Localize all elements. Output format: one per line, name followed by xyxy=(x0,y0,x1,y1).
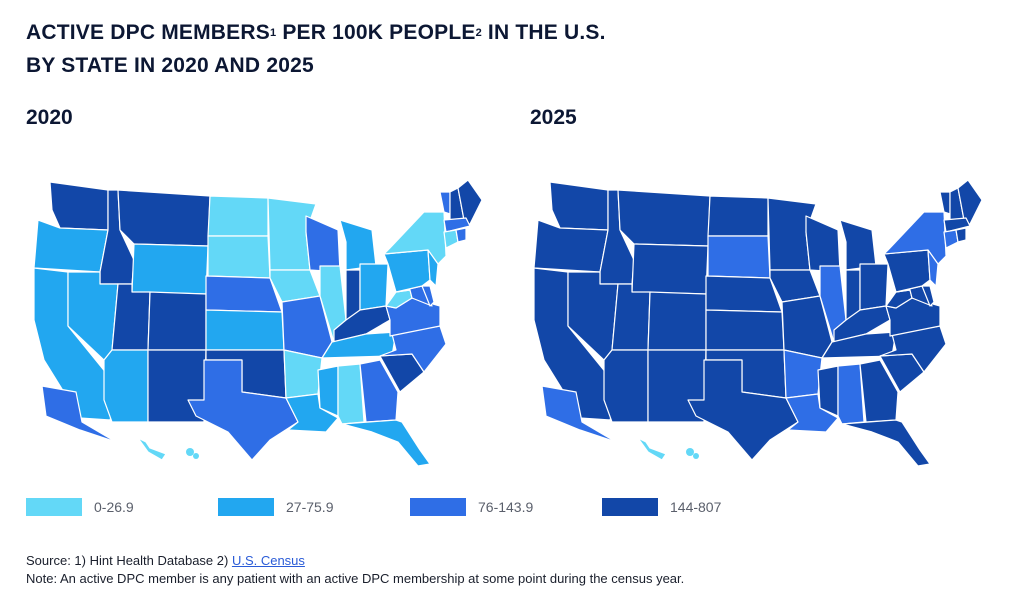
state-hi-islet-1-2020 xyxy=(193,453,199,459)
chart-title: ACTIVE DPC MEMBERS1 PER 100K PEOPLE2 IN … xyxy=(26,18,606,81)
state-az-2025 xyxy=(603,349,649,423)
state-hi-islet-1-2025 xyxy=(693,453,699,459)
state-ri-2025 xyxy=(955,227,967,243)
legend-swatch-1 xyxy=(218,498,274,516)
state-ma-2020 xyxy=(443,217,471,233)
state-ri-2020 xyxy=(455,227,467,243)
state-ks-2020 xyxy=(205,309,285,351)
state-al-2020 xyxy=(337,363,365,425)
state-nc-2020 xyxy=(379,325,447,373)
legend-label-0: 0-26.9 xyxy=(94,499,134,515)
year-label-2025: 2025 xyxy=(530,106,577,129)
state-sd-2020 xyxy=(207,235,271,279)
state-co-2020 xyxy=(147,291,207,351)
state-wi-2025 xyxy=(805,215,841,273)
state-oh-2020 xyxy=(359,263,389,311)
state-hi-islet-0-2020 xyxy=(186,448,194,456)
state-ne-2025 xyxy=(705,275,783,313)
state-ut-2025 xyxy=(611,283,651,351)
legend-item-0: 0-26.9 xyxy=(26,498,134,516)
state-tx-2020 xyxy=(187,359,299,461)
state-nc-2025 xyxy=(879,325,947,373)
state-wi-2020 xyxy=(305,215,341,273)
state-fl-2020 xyxy=(341,419,431,467)
state-ny-2025 xyxy=(883,211,947,265)
state-me-2025 xyxy=(957,179,983,229)
state-vt-2020 xyxy=(439,191,451,215)
title-line-1: ACTIVE DPC MEMBERS1 PER 100K PEOPLE2 IN … xyxy=(26,18,606,51)
title-text-b: PER 100K PEOPLE xyxy=(276,21,476,44)
state-ms-2025 xyxy=(817,365,839,417)
state-oh-2025 xyxy=(859,263,889,311)
state-ut-2020 xyxy=(111,283,151,351)
state-ks-2025 xyxy=(705,309,785,351)
state-vt-2025 xyxy=(939,191,951,215)
state-nd-2020 xyxy=(207,195,269,237)
title-footnote-1: 1 xyxy=(269,27,277,39)
state-hi-2020 xyxy=(137,437,167,461)
state-mt-2020 xyxy=(117,189,211,247)
state-pa-2020 xyxy=(383,249,431,293)
state-ga-2025 xyxy=(859,359,899,423)
state-wy-2025 xyxy=(631,243,709,295)
state-wa-2025 xyxy=(549,181,609,231)
source-line: Source: 1) Hint Health Database 2) U.S. … xyxy=(26,552,684,570)
year-label-2020: 2020 xyxy=(26,106,73,129)
state-hi-islet-0-2025 xyxy=(686,448,694,456)
state-sd-2025 xyxy=(707,235,771,279)
state-nj-2025 xyxy=(927,249,939,287)
note-line: Note: An active DPC member is any patien… xyxy=(26,571,685,586)
state-wy-2020 xyxy=(131,243,209,295)
state-nj-2020 xyxy=(427,249,439,287)
state-nd-2025 xyxy=(707,195,769,237)
source-notes: Source: 1) Hint Health Database 2) U.S. … xyxy=(26,552,684,588)
state-ar-2020 xyxy=(283,349,323,399)
legend-label-1: 27-75.9 xyxy=(286,499,334,515)
state-ne-2020 xyxy=(205,275,283,313)
state-pa-2025 xyxy=(883,249,931,293)
legend-item-3: 144-807 xyxy=(602,498,721,516)
us-map-2020 xyxy=(33,179,483,467)
legend-item-2: 76-143.9 xyxy=(410,498,533,516)
legend: 0-26.9 27-75.9 76-143.9 144-807 xyxy=(26,498,1006,524)
state-de-2020 xyxy=(421,285,435,307)
legend-label-3: 144-807 xyxy=(670,499,722,515)
state-mi-2020 xyxy=(339,219,377,271)
census-link[interactable]: U.S. Census xyxy=(231,553,305,568)
legend-swatch-3 xyxy=(602,498,658,516)
us-map-2025 xyxy=(533,179,983,467)
title-line-2: BY STATE IN 2020 AND 2025 xyxy=(26,54,314,77)
state-la-2025 xyxy=(785,393,839,433)
state-ms-2020 xyxy=(317,365,339,417)
legend-item-1: 27-75.9 xyxy=(218,498,333,516)
state-ar-2025 xyxy=(783,349,823,399)
state-wa-2020 xyxy=(49,181,109,231)
state-az-2020 xyxy=(103,349,149,423)
state-tx-2025 xyxy=(687,359,799,461)
state-la-2020 xyxy=(285,393,339,433)
state-fl-2025 xyxy=(841,419,931,467)
state-hi-2025 xyxy=(637,437,667,461)
state-al-2025 xyxy=(837,363,865,425)
state-ga-2020 xyxy=(359,359,399,423)
title-text-c: IN THE U.S. xyxy=(481,21,606,44)
title-footnote-2: 2 xyxy=(475,27,482,39)
state-ny-2020 xyxy=(383,211,447,265)
state-co-2025 xyxy=(647,291,707,351)
legend-label-2: 76-143.9 xyxy=(478,499,534,515)
legend-swatch-2 xyxy=(410,498,466,516)
state-mi-2025 xyxy=(839,219,877,271)
state-de-2025 xyxy=(921,285,935,307)
legend-swatch-0 xyxy=(26,498,82,516)
state-ak-2020 xyxy=(41,385,117,443)
title-text-a: ACTIVE DPC MEMBERS xyxy=(26,21,270,44)
state-ak-2025 xyxy=(541,385,617,443)
state-mt-2025 xyxy=(617,189,711,247)
state-me-2020 xyxy=(457,179,483,229)
source-text: Source: 1) Hint Health Database 2) xyxy=(26,553,232,568)
state-ma-2025 xyxy=(943,217,971,233)
